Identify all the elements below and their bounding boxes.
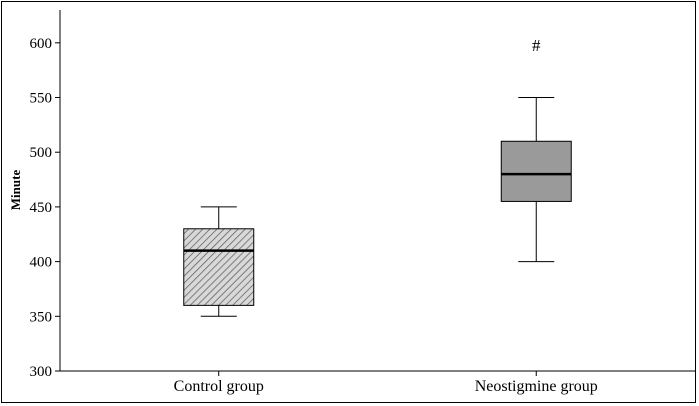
box-2 [500,97,572,263]
y-tick-label: 600 [30,36,53,52]
annotations: # [532,36,541,55]
y-tick-label: 400 [30,255,53,271]
boxes [183,97,572,317]
y-axis-ticks: 300 350 400 450 500 550 600 [30,36,60,380]
iqr-box [500,140,572,202]
y-axis-label: Minute [8,170,23,211]
y-tick-label: 350 [30,309,53,325]
y-tick-label: 550 [30,91,53,107]
iqr-box [183,228,255,306]
y-tick-label: 450 [30,200,53,216]
x-category-label: Control group [174,378,264,395]
significance-marker: # [532,36,541,55]
box-1 [183,206,255,317]
x-axis-categories: Control group Neostigmine group [174,371,598,395]
x-category-label: Neostigmine group [475,378,598,395]
y-tick-label: 300 [30,364,53,380]
axes [59,10,695,372]
y-tick-label: 500 [30,145,53,161]
